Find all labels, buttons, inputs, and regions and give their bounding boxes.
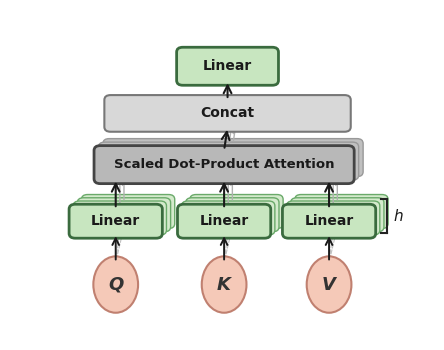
FancyBboxPatch shape	[77, 198, 170, 232]
FancyBboxPatch shape	[82, 195, 175, 229]
Text: K: K	[217, 275, 231, 294]
Text: V: V	[322, 275, 336, 294]
FancyBboxPatch shape	[69, 204, 163, 238]
FancyBboxPatch shape	[94, 146, 354, 184]
Text: h: h	[393, 209, 403, 224]
Text: Linear: Linear	[305, 214, 354, 228]
Text: Linear: Linear	[203, 59, 252, 73]
FancyBboxPatch shape	[282, 204, 376, 238]
Text: Scaled Dot-Product Attention: Scaled Dot-Product Attention	[114, 158, 334, 171]
FancyBboxPatch shape	[178, 204, 271, 238]
Text: Linear: Linear	[199, 214, 249, 228]
FancyBboxPatch shape	[73, 201, 166, 235]
FancyBboxPatch shape	[103, 139, 363, 177]
Text: Q: Q	[108, 275, 123, 294]
Text: Linear: Linear	[91, 214, 140, 228]
FancyBboxPatch shape	[99, 142, 359, 180]
FancyBboxPatch shape	[286, 201, 380, 235]
Ellipse shape	[93, 256, 138, 313]
FancyBboxPatch shape	[186, 198, 279, 232]
Ellipse shape	[307, 256, 352, 313]
FancyBboxPatch shape	[295, 195, 388, 229]
FancyBboxPatch shape	[182, 201, 275, 235]
FancyBboxPatch shape	[104, 95, 351, 132]
Ellipse shape	[202, 256, 246, 313]
FancyBboxPatch shape	[291, 198, 384, 232]
FancyBboxPatch shape	[190, 195, 283, 229]
FancyBboxPatch shape	[177, 47, 278, 85]
Text: Concat: Concat	[201, 106, 254, 120]
